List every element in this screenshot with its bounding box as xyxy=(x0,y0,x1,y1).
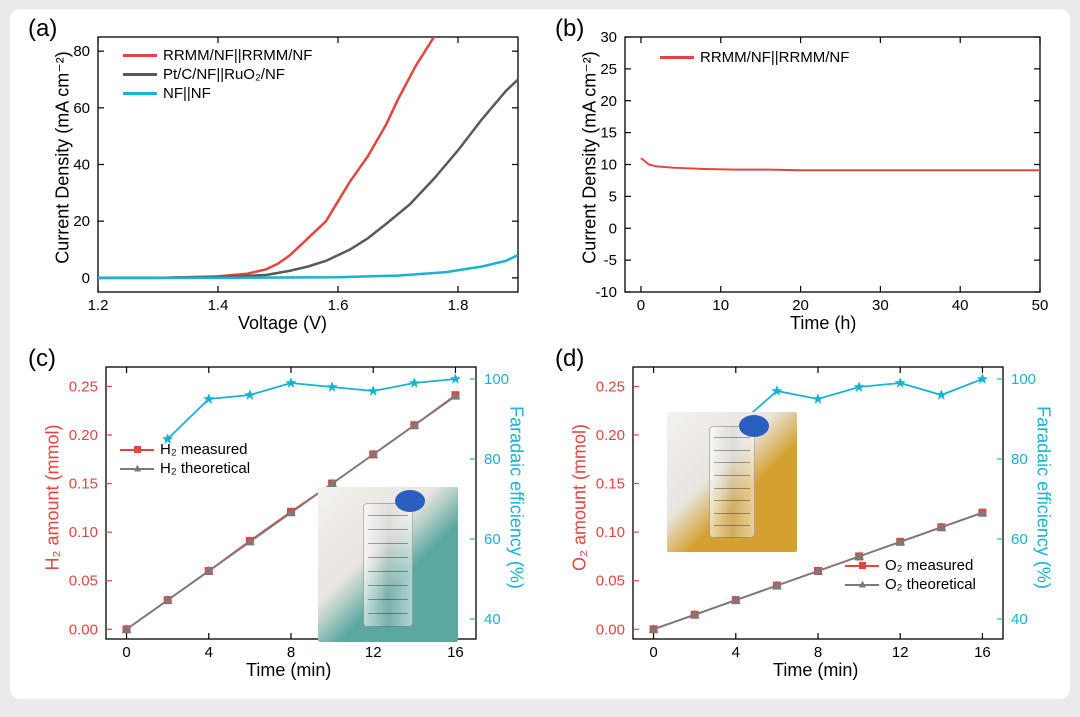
svg-text:5: 5 xyxy=(609,188,617,205)
panel-a-label: (a) xyxy=(28,15,57,43)
chart-c-ylabel-right: Faradaic efficiency (%) xyxy=(506,398,527,598)
svg-text:50: 50 xyxy=(1032,297,1049,314)
svg-text:0.15: 0.15 xyxy=(69,476,98,493)
svg-text:0.05: 0.05 xyxy=(596,573,625,590)
chart-c-inset-photo xyxy=(318,487,458,642)
legend-item: H₂ measured xyxy=(120,441,250,458)
svg-text:8: 8 xyxy=(814,644,822,661)
chart-b-svg: 01020304050-10-5051015202530 xyxy=(625,37,1040,292)
svg-text:1.6: 1.6 xyxy=(328,297,349,314)
svg-text:8: 8 xyxy=(287,644,295,661)
chart-b-ylabel: Current Density (mA cm⁻²) xyxy=(580,38,601,278)
svg-text:80: 80 xyxy=(73,43,90,60)
chart-d-legend: O₂ measured O₂ theoretical xyxy=(845,557,976,595)
svg-text:0.10: 0.10 xyxy=(596,524,625,541)
svg-text:30: 30 xyxy=(600,29,617,46)
svg-text:0.00: 0.00 xyxy=(69,621,98,638)
panel-b-label: (b) xyxy=(555,15,584,43)
panel-a: (a) 1.2 1.4 1.6 1.8 0 20 40 60 80 Voltage (V) Cu… xyxy=(28,17,538,337)
svg-text:0: 0 xyxy=(637,297,645,314)
svg-text:4: 4 xyxy=(732,644,740,661)
svg-text:10: 10 xyxy=(712,297,729,314)
svg-text:16: 16 xyxy=(974,644,991,661)
svg-text:0.15: 0.15 xyxy=(596,476,625,493)
chart-c-xlabel: Time (min) xyxy=(246,660,331,681)
chart-d-ylabel-right: Faradaic efficiency (%) xyxy=(1033,398,1054,598)
svg-text:60: 60 xyxy=(1011,531,1028,548)
legend-label: RRMM/NF||RRMM/NF xyxy=(700,49,849,66)
svg-text:100: 100 xyxy=(484,371,509,388)
svg-text:0: 0 xyxy=(122,644,130,661)
svg-text:0: 0 xyxy=(649,644,657,661)
svg-text:4: 4 xyxy=(205,644,213,661)
chart-a-legend: RRMM/NF||RRMM/NF Pt/C/NF||RuO₂/NF NF||NF xyxy=(123,47,312,104)
svg-text:60: 60 xyxy=(73,100,90,117)
chart-b-legend: RRMM/NF||RRMM/NF xyxy=(660,49,849,68)
svg-text:100: 100 xyxy=(1011,371,1036,388)
svg-text:0.25: 0.25 xyxy=(596,378,625,395)
legend-label: NF||NF xyxy=(163,85,211,102)
legend-item: RRMM/NF||RRMM/NF xyxy=(123,47,312,64)
svg-text:-10: -10 xyxy=(595,284,617,301)
legend-label: RRMM/NF||RRMM/NF xyxy=(163,47,312,64)
chart-a-ylabel: Current Density (mA cm⁻²) xyxy=(53,38,74,278)
svg-text:30: 30 xyxy=(872,297,889,314)
svg-text:0.20: 0.20 xyxy=(596,427,625,444)
svg-text:12: 12 xyxy=(892,644,909,661)
svg-text:12: 12 xyxy=(365,644,382,661)
legend-item: NF||NF xyxy=(123,85,312,102)
legend-label: H₂ measured xyxy=(160,441,248,458)
svg-text:0.20: 0.20 xyxy=(69,427,98,444)
svg-text:-5: -5 xyxy=(604,252,617,269)
svg-text:40: 40 xyxy=(952,297,969,314)
figure-container: (a) 1.21.41.61.8020406080 Voltage (V) Cu… xyxy=(10,9,1070,699)
chart-d-xlabel: Time (min) xyxy=(773,660,858,681)
svg-text:0: 0 xyxy=(609,220,617,237)
svg-text:80: 80 xyxy=(1011,451,1028,468)
svg-text:1.4: 1.4 xyxy=(208,297,229,314)
panel-c-label: (c) xyxy=(28,345,56,373)
svg-text:25: 25 xyxy=(600,61,617,78)
svg-text:20: 20 xyxy=(792,297,809,314)
panel-b: (b) 01020304050-10-5051015202530 Time (h… xyxy=(555,17,1055,337)
legend-item: O₂ measured xyxy=(845,557,976,574)
legend-label: Pt/C/NF||RuO₂/NF xyxy=(163,66,285,83)
legend-label: H₂ theoretical xyxy=(160,460,250,477)
legend-label: O₂ theoretical xyxy=(885,576,976,593)
legend-label: O₂ measured xyxy=(885,557,973,574)
svg-text:20: 20 xyxy=(600,93,617,110)
legend-item: Pt/C/NF||RuO₂/NF xyxy=(123,66,312,83)
svg-text:15: 15 xyxy=(600,125,617,142)
chart-c-legend: H₂ measured H₂ theoretical xyxy=(120,441,250,479)
chart-d-ylabel-left: O₂ amount (mmol) xyxy=(570,408,591,588)
svg-text:60: 60 xyxy=(484,531,501,548)
svg-text:0: 0 xyxy=(82,270,90,287)
chart-d-inset-photo xyxy=(667,412,797,552)
svg-text:40: 40 xyxy=(484,611,501,628)
svg-text:0.25: 0.25 xyxy=(69,378,98,395)
chart-b-xlabel: Time (h) xyxy=(790,313,856,334)
svg-text:10: 10 xyxy=(600,157,617,174)
svg-text:0.05: 0.05 xyxy=(69,573,98,590)
legend-item: H₂ theoretical xyxy=(120,460,250,477)
svg-text:40: 40 xyxy=(1011,611,1028,628)
panel-c: (c) 0 4 8 12 16 0.00 0.05 0.10 0.15 0.20 0.25 40 60 8… xyxy=(28,347,538,687)
svg-text:80: 80 xyxy=(484,451,501,468)
svg-text:0.10: 0.10 xyxy=(69,524,98,541)
svg-text:1.2: 1.2 xyxy=(88,297,109,314)
legend-item: RRMM/NF||RRMM/NF xyxy=(660,49,849,66)
chart-a-xlabel: Voltage (V) xyxy=(238,313,327,334)
svg-text:0.00: 0.00 xyxy=(596,621,625,638)
svg-text:20: 20 xyxy=(73,213,90,230)
panel-d: (d) 0 4 8 12 16 0.00 0.05 0.10 0.15 0.20 0.25 40 60 8… xyxy=(555,347,1055,687)
svg-text:1.8: 1.8 xyxy=(448,297,469,314)
chart-b-area: 01020304050-10-5051015202530 xyxy=(625,37,1040,292)
legend-item: O₂ theoretical xyxy=(845,576,976,593)
svg-text:40: 40 xyxy=(73,157,90,174)
svg-text:16: 16 xyxy=(447,644,464,661)
chart-c-ylabel-left: H₂ amount (mmol) xyxy=(43,408,64,588)
panel-d-label: (d) xyxy=(555,345,584,373)
